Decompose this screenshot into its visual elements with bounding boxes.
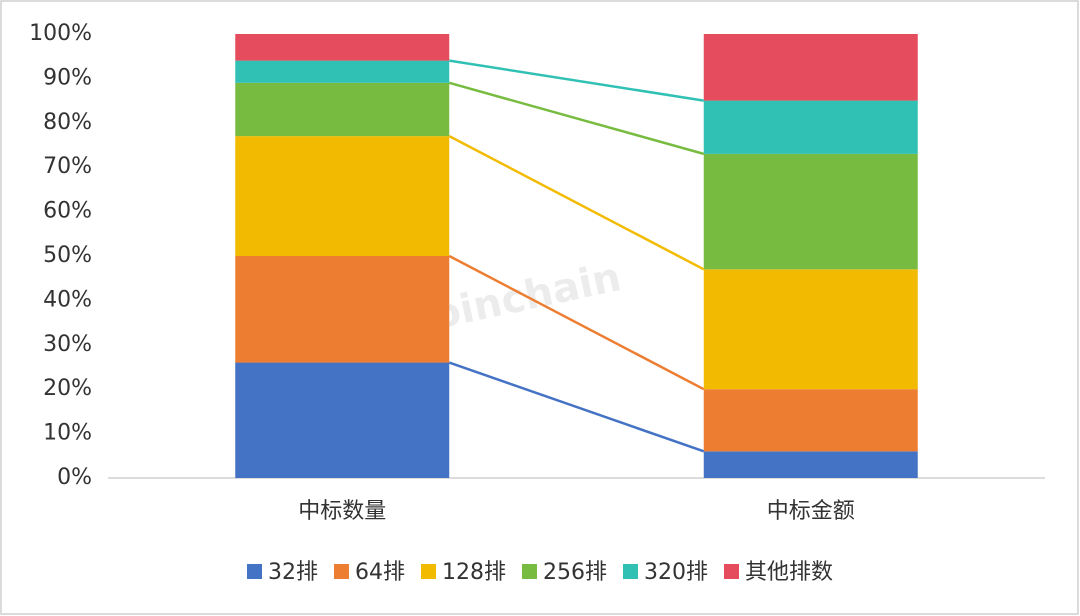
y-tick-label: 40%: [43, 287, 92, 312]
bar-segment: [235, 34, 450, 61]
y-tick-label: 30%: [43, 332, 92, 357]
legend-swatch: [622, 564, 638, 579]
y-tick-label: 80%: [43, 110, 92, 135]
bar-segment: [703, 34, 918, 101]
series-connector: [448, 135, 705, 271]
bar-segment: [235, 256, 450, 363]
x-tick-label: 中标金额: [767, 499, 855, 524]
series-connector: [448, 361, 705, 453]
legend-swatch: [246, 564, 262, 579]
bar-segment: [703, 451, 918, 478]
legend-label: 64排: [355, 560, 405, 585]
bar-segment: [235, 136, 450, 256]
bar-segment: [235, 60, 450, 83]
y-tick-label: 10%: [43, 421, 92, 446]
bar-segment: [703, 269, 918, 390]
bar-segment: [703, 100, 918, 154]
series-connector: [448, 254, 705, 391]
legend-swatch: [723, 564, 739, 579]
bar-segment: [235, 362, 450, 478]
legend-label: 其他排数: [745, 560, 833, 585]
legend-label: 320排: [644, 560, 708, 585]
bar-segment: [235, 82, 450, 137]
x-tick-label: 中标数量: [298, 499, 386, 524]
y-tick-label: 100%: [29, 21, 92, 46]
y-tick-label: 0%: [57, 465, 92, 490]
legend-swatch: [420, 564, 436, 579]
legend-label: 256排: [543, 560, 607, 585]
y-tick-label: 50%: [43, 243, 92, 268]
y-tick-label: 70%: [43, 154, 92, 179]
bar-segment: [703, 153, 918, 270]
y-tick-label: 20%: [43, 376, 92, 401]
bar-segment: [703, 389, 918, 452]
y-tick-label: 90%: [43, 65, 92, 90]
legend-label: 128排: [442, 560, 506, 585]
legend-swatch: [333, 564, 349, 579]
legend-swatch: [521, 564, 537, 579]
legend-label: 32排: [268, 560, 318, 585]
y-tick-label: 60%: [43, 199, 92, 224]
series-connector: [449, 59, 704, 102]
series-connector: [448, 81, 705, 156]
